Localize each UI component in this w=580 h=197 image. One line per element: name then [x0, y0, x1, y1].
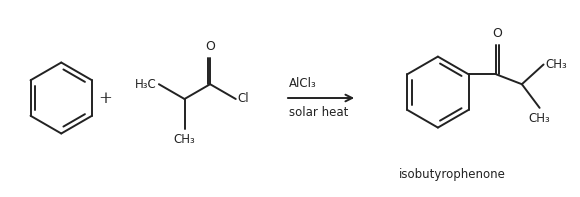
Text: CH₃: CH₃: [529, 112, 550, 125]
FancyArrowPatch shape: [288, 95, 352, 101]
Text: O: O: [492, 27, 502, 40]
Text: +: +: [99, 89, 113, 107]
Text: solar heat: solar heat: [289, 106, 349, 119]
Text: isobutyrophenone: isobutyrophenone: [399, 168, 506, 181]
Text: CH₃: CH₃: [546, 58, 567, 71]
Text: CH₃: CH₃: [173, 133, 195, 146]
Text: AlCl₃: AlCl₃: [289, 77, 317, 90]
Text: Cl: Cl: [238, 93, 249, 105]
Text: O: O: [205, 40, 215, 53]
Text: H₃C: H₃C: [135, 78, 157, 91]
